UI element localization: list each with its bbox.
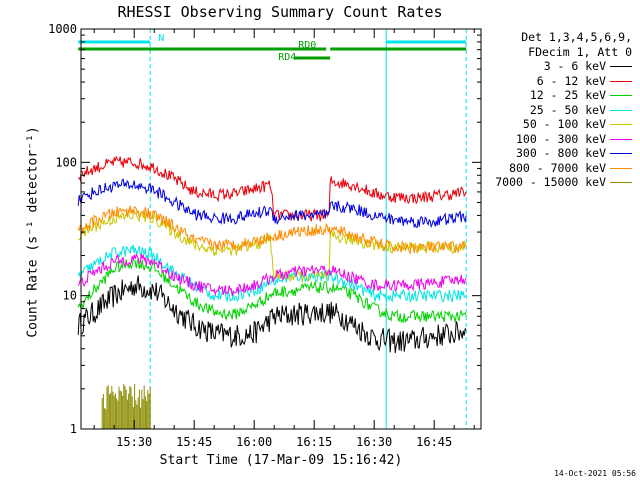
legend-entry-label: 3 - 6 keV [543, 59, 606, 73]
legend-entry: 25 - 50 keV [480, 103, 632, 118]
legend-header-line: FDecim 1, Att 0 [528, 44, 632, 59]
legend-entry-label: 800 - 7000 keV [509, 160, 606, 175]
series-line [77, 257, 467, 324]
series-line [77, 275, 467, 354]
series-6-12keV [77, 155, 467, 222]
x-tick-label: 16:00 [236, 435, 272, 449]
y-axis-label: Count Rate (s⁻¹ detector⁻¹) [25, 126, 41, 338]
timestamp-footer: 14-Oct-2021 05:56 [554, 469, 636, 478]
legend-entry: 800 - 7000 keV [480, 161, 632, 176]
flag-n: N [78, 33, 467, 44]
series-line [77, 155, 467, 222]
legend-entry: 100 - 300 keV [480, 132, 632, 147]
flag-label: RD0 [298, 40, 316, 51]
legend-entry-label: 100 - 300 keV [515, 131, 606, 146]
plot-frame [80, 28, 482, 430]
axes: 1 10 100 1000 15:30 15:45 16:00 16:15 16:30 16:45 [48, 22, 482, 449]
y-tick-label: 1 [70, 422, 77, 436]
flag-label: N [158, 33, 164, 44]
x-tick-label: 15:30 [116, 435, 152, 449]
legend-swatch [610, 66, 632, 67]
legend-entry-label: 25 - 50 keV [529, 102, 606, 117]
x-tick-label: 16:45 [416, 435, 452, 449]
chart-title: RHESSI Observing Summary Count Rates [117, 3, 443, 21]
series-12-25keV [77, 257, 467, 324]
legend-entry: 50 - 100 keV [480, 117, 632, 132]
flag-label: RD4 [278, 52, 296, 63]
legend-swatch [610, 167, 632, 169]
y-tick-label: 10 [63, 289, 77, 303]
x-tick-label: 16:15 [296, 435, 332, 449]
series-line [77, 178, 467, 229]
legend: Det 1,3,4,5,6,9, FDecim 1, Att 0 3 - 6 k… [480, 30, 632, 190]
series-7000-15000keV [101, 383, 151, 429]
legend-entry-label: 300 - 800 keV [515, 146, 606, 160]
legend-entry: 7000 - 15000 keV [480, 175, 632, 190]
legend-entry-label: 7000 - 15000 keV [495, 175, 606, 189]
legend-swatch [610, 124, 632, 125]
legend-entry-label: 50 - 100 keV [522, 117, 606, 131]
legend-entry: 3 - 6 keV [480, 59, 632, 74]
flag-rd0: RD0 [78, 40, 467, 51]
legend-swatch [610, 80, 632, 82]
series-3-6keV [77, 275, 467, 354]
legend-entry-label: 6 - 12 keV [536, 73, 606, 88]
flag-rd4: RD4 [278, 52, 331, 63]
y-tick-label: 1000 [48, 22, 77, 36]
y-tick-label: 100 [55, 155, 77, 169]
legend-entry: 12 - 25 keV [480, 88, 632, 103]
legend-entry: 6 - 12 keV [480, 74, 632, 89]
series-300-800keV [77, 178, 467, 229]
x-axis-label: Start Time (17-Mar-09 15:16:42) [159, 453, 403, 468]
series-800-7000keV [77, 205, 467, 255]
series-line [77, 205, 467, 255]
legend-header-line: Det 1,3,4,5,6,9, [521, 30, 632, 44]
x-tick-label: 16:30 [356, 435, 392, 449]
series-100-300keV [77, 252, 467, 297]
legend-entry-label: 12 - 25 keV [529, 88, 606, 102]
legend-swatch [610, 153, 632, 154]
legend-swatch [610, 138, 632, 140]
legend-entry: 300 - 800 keV [480, 146, 632, 161]
x-tick-label: 15:45 [176, 435, 212, 449]
series-line [77, 252, 467, 297]
legend-swatch [610, 109, 632, 111]
legend-swatch [610, 182, 632, 183]
legend-swatch [610, 95, 632, 96]
